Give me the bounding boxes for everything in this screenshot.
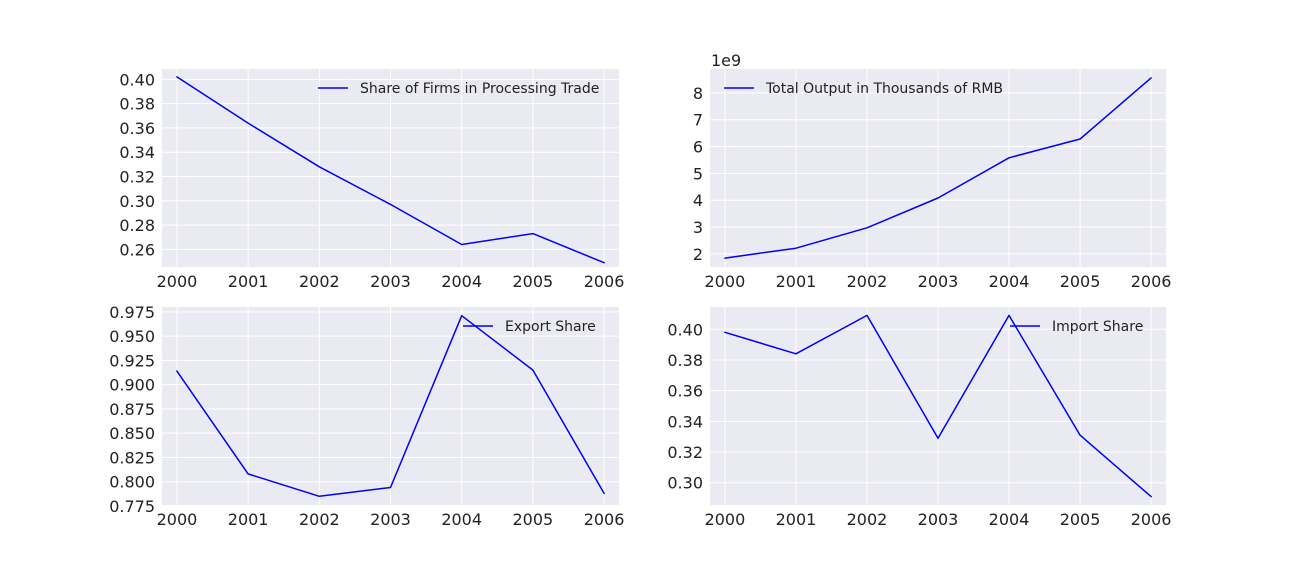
legend-label: Import Share	[1052, 319, 1143, 335]
x-tick-label: 2001	[228, 510, 269, 529]
x-tick-label: 2003	[918, 510, 959, 529]
y-tick-label: 8	[693, 84, 703, 103]
y-tick-label: 6	[693, 138, 703, 157]
x-tick-label: 2004	[441, 510, 482, 529]
y-tick-label: 0.32	[667, 443, 703, 462]
x-tick-label: 2004	[989, 510, 1030, 529]
y-tick-label: 0.40	[119, 70, 155, 89]
y-tick-label: 0.875	[109, 400, 155, 419]
y-tick-label: 0.40	[667, 320, 703, 339]
x-tick-label: 2005	[1060, 510, 1101, 529]
y-tick-label: 2	[693, 245, 703, 264]
x-tick-label: 2000	[157, 510, 198, 529]
y-tick-label: 0.800	[109, 473, 155, 492]
subplot-1: 2000 2001 2002 2003 2004 2005 2006 0.26 0.28 0.30…	[119, 69, 624, 291]
legend-label: Total Output in Thousands of RMB	[765, 81, 1003, 97]
x-tick-label: 2005	[513, 510, 554, 529]
x-tick-label: 2006	[1131, 510, 1172, 529]
series-line	[724, 314, 1152, 498]
x-tick-label: 2006	[1131, 272, 1172, 291]
y-tick-label: 0.775	[109, 497, 155, 516]
axis-offset-label: 1e9	[711, 51, 741, 70]
legend: Export Share	[463, 319, 596, 335]
series-line	[176, 314, 605, 498]
subplot-2: 2000 2001 2002 2003 2004 2005 2006 2 3 4 5 6 7 8 1e9 To…	[693, 51, 1172, 291]
y-tick-label: 5	[693, 164, 703, 183]
x-tick-label: 2002	[299, 272, 340, 291]
y-tick-label: 3	[693, 218, 703, 237]
y-tick-label: 0.925	[109, 351, 155, 370]
series-line	[724, 77, 1152, 259]
y-tick-label: 0.36	[119, 119, 155, 138]
subplot-3: 2000 2001 2002 2003 2004 2005 2006 0.775 0.800 0.…	[109, 303, 624, 529]
y-tick-label: 0.950	[109, 327, 155, 346]
x-tick-label: 2001	[228, 272, 269, 291]
x-tick-label: 2003	[370, 510, 411, 529]
x-tick-label: 2002	[299, 510, 340, 529]
x-tick-label: 2006	[584, 272, 625, 291]
y-tick-label: 0.850	[109, 424, 155, 443]
x-tick-label: 2000	[705, 272, 746, 291]
x-tick-label: 2002	[847, 272, 888, 291]
x-tick-label: 2005	[1060, 272, 1101, 291]
x-tick-label: 2004	[441, 272, 482, 291]
y-tick-label: 0.900	[109, 376, 155, 395]
x-tick-label: 2004	[989, 272, 1030, 291]
legend: Total Output in Thousands of RMB	[724, 81, 1003, 97]
y-tick-label: 0.26	[119, 240, 155, 259]
x-tick-label: 2001	[776, 272, 817, 291]
y-tick-label: 0.32	[119, 168, 155, 187]
y-tick-label: 0.36	[667, 382, 703, 401]
x-tick-label: 2003	[370, 272, 411, 291]
y-tick-label: 4	[693, 191, 703, 210]
y-tick-label: 0.825	[109, 448, 155, 467]
y-tick-label: 0.38	[667, 351, 703, 370]
x-tick-label: 2000	[705, 510, 746, 529]
x-tick-label: 2000	[157, 272, 198, 291]
y-tick-label: 0.34	[667, 412, 703, 431]
y-tick-label: 7	[693, 111, 703, 130]
x-tick-label: 2003	[918, 272, 959, 291]
x-tick-label: 2001	[776, 510, 817, 529]
y-tick-label: 0.975	[109, 303, 155, 322]
y-tick-label: 0.28	[119, 216, 155, 235]
x-tick-label: 2002	[847, 510, 888, 529]
x-tick-label: 2006	[584, 510, 625, 529]
legend: Share of Firms in Processing Trade	[318, 81, 599, 97]
y-tick-label: 0.30	[667, 474, 703, 493]
series-line	[176, 76, 605, 264]
subplot-4: 2000 2001 2002 2003 2004 2005 2006 0.30 0.32 0.34…	[667, 307, 1171, 529]
y-tick-label: 0.34	[119, 143, 155, 162]
x-tick-label: 2005	[513, 272, 554, 291]
legend: Import Share	[1010, 319, 1143, 335]
legend-label: Export Share	[505, 319, 596, 335]
y-tick-label: 0.30	[119, 192, 155, 211]
legend-label: Share of Firms in Processing Trade	[360, 81, 599, 97]
y-tick-label: 0.38	[119, 95, 155, 114]
